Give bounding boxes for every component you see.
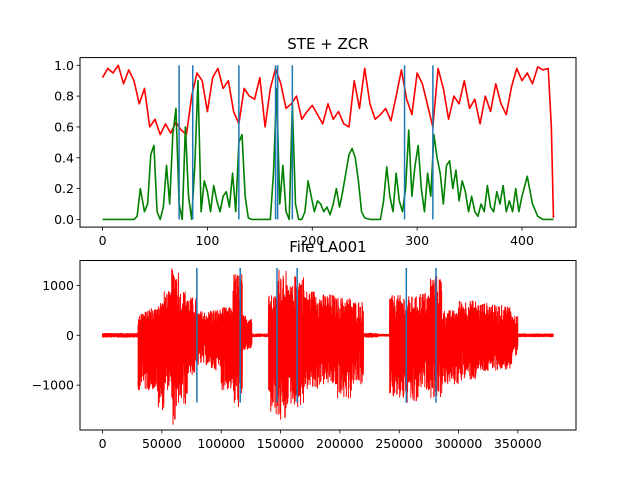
top-y-ticks: 0.0 0.2 0.4 0.6 0.8 1.0 [54,58,80,227]
top-axes-frame [79,57,577,228]
bottom-plot-area [102,267,554,425]
top-y-tick-label: 1.0 [54,58,74,73]
top-y-tick-label: 0.4 [54,150,74,165]
top-x-tick-label: 400 [510,233,534,248]
bottom-x-ticks: 0 50000 100000 150000 200000 250000 300000 3500… [99,430,542,451]
top-green-series-line [102,79,554,221]
bottom-x-tick-label: 150000 [257,436,305,451]
bottom-axes-frame [79,260,577,431]
bottom-x-tick-label: 50000 [142,436,182,451]
bottom-x-tick-label: 100000 [197,436,245,451]
bottom-chart-title: File LA001 [289,238,366,256]
bottom-x-tick-label: 300000 [435,436,483,451]
bottom-y-tick-label: −1000 [32,378,74,393]
top-x-tick-label: 0 [99,233,107,248]
top-subplot: STE + ZCR 0.0 0.2 0.4 0.6 0.8 1.0 0 100 200 300 4… [54,35,577,248]
bottom-x-tick-label: 250000 [375,436,423,451]
bottom-x-tick-label: 0 [99,436,107,451]
top-chart-title: STE + ZCR [287,35,368,53]
top-plot-area [101,64,555,221]
top-x-tick-label: 300 [405,233,429,248]
top-y-tick-label: 0.6 [54,119,74,134]
bottom-y-tick-label: 1000 [42,278,74,293]
top-y-tick-label: 0.2 [54,181,74,196]
bottom-waveform-line [102,268,554,425]
bottom-y-ticks: −1000 0 1000 [32,278,80,393]
top-y-tick-label: 0.0 [54,212,74,227]
top-y-tick-label: 0.8 [54,89,74,104]
top-x-tick-label: 100 [195,233,219,248]
bottom-x-tick-label: 200000 [316,436,364,451]
bottom-subplot: −1000 0 1000 0 50000 100000 150000 200000 25000… [32,238,577,451]
bottom-x-tick-label: 350000 [494,436,542,451]
top-x-tick-label: 200 [300,233,324,248]
bottom-y-tick-label: 0 [66,328,74,343]
top-x-ticks: 0 100 200 300 400 [99,227,534,248]
